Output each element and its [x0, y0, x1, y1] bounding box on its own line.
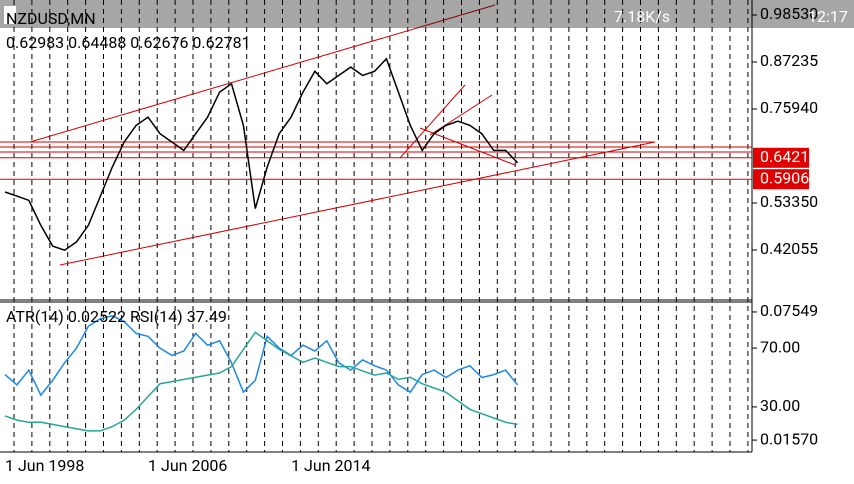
- price-label-box: [753, 147, 809, 168]
- y-tick-label: 0.98530: [760, 4, 818, 23]
- trendlines: [0, 4, 752, 266]
- x-tick-label: 1 Jun 1998: [5, 456, 84, 475]
- series-line: [4, 315, 519, 397]
- y-tick-label: 30.00: [760, 396, 800, 415]
- y-tick-label: 70.00: [760, 337, 800, 356]
- y-tick-label: 0.01570: [760, 429, 818, 448]
- y-tick-label: 0.07549: [760, 301, 818, 320]
- symbol-title: NZDUSD,MN: [6, 9, 96, 28]
- ohlc-text: 0.62983 0.64488 0.62676 0.62781: [6, 33, 251, 52]
- indicator-title: ATR(14) 0.02522 RSI(14) 37.49: [6, 307, 227, 326]
- price-label-box: [753, 169, 809, 190]
- x-tick-label: 1 Jun 2014: [291, 456, 370, 475]
- network-speed: 7.18K/s: [614, 7, 670, 26]
- y-tick-label: 0.42055: [760, 239, 818, 258]
- vertical-grid: [13, 0, 749, 452]
- clock: 12:17: [808, 7, 848, 26]
- y-tick-label: 0.87235: [760, 51, 818, 70]
- x-tick-label: 1 Jun 2006: [148, 456, 227, 475]
- price-label: 0.64216: [760, 147, 818, 166]
- series-line: [4, 57, 519, 252]
- app-icon: [4, 6, 16, 24]
- series-line: [4, 331, 518, 432]
- status-bar: [0, 0, 854, 28]
- y-tick-label: 0.75940: [760, 98, 818, 117]
- y-tick-label: 0.53350: [760, 192, 818, 211]
- price-label: 0.59068: [760, 168, 818, 187]
